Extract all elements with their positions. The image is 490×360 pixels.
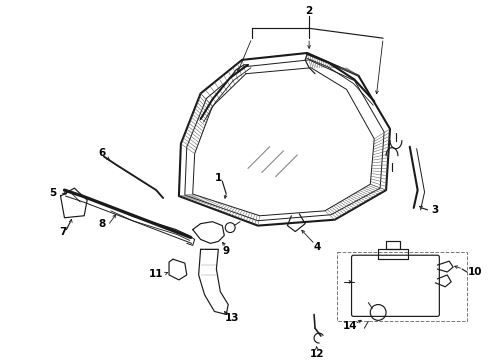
Text: 1: 1 [215, 173, 222, 183]
Text: 11: 11 [149, 269, 164, 279]
Text: 8: 8 [98, 219, 105, 229]
Bar [337, 252, 467, 321]
Text: 13: 13 [225, 313, 240, 323]
Text: 4: 4 [313, 242, 320, 252]
Text: 5: 5 [49, 188, 56, 198]
Text: 12: 12 [310, 349, 324, 359]
Text: 2: 2 [305, 5, 313, 15]
Text: 14: 14 [343, 321, 358, 331]
Text: 7: 7 [59, 226, 66, 237]
Text: 9: 9 [222, 246, 230, 256]
Text: 3: 3 [432, 205, 439, 215]
Text: 6: 6 [98, 148, 105, 158]
Text: 10: 10 [467, 267, 482, 277]
